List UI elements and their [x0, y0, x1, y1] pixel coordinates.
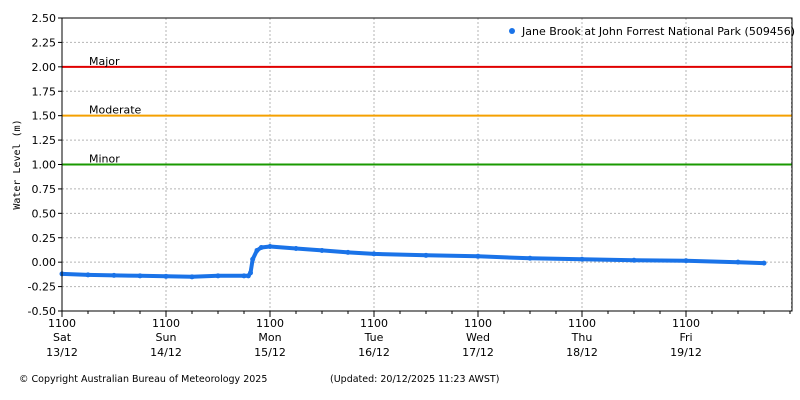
data-point — [248, 270, 253, 276]
data-point — [631, 257, 637, 263]
data-point — [579, 256, 585, 262]
series-group — [59, 244, 767, 280]
data-point — [683, 258, 689, 264]
data-point — [319, 247, 325, 253]
y-tick-label: 1.00 — [32, 159, 57, 172]
x-tick-date: 13/12 — [46, 346, 78, 359]
y-tick-label: 2.50 — [32, 12, 57, 25]
x-tick-day: Wed — [466, 331, 490, 344]
data-point — [215, 273, 221, 279]
data-point — [761, 260, 767, 266]
x-tick-date: 14/12 — [150, 346, 182, 359]
y-tick-label: 0.75 — [32, 183, 57, 196]
data-point — [475, 253, 481, 259]
data-point — [735, 259, 741, 265]
y-tick-label: 2.00 — [32, 61, 57, 74]
data-point — [371, 251, 377, 257]
legend-series-label: Jane Brook at John Forrest National Park… — [521, 25, 795, 38]
x-tick-day: Thu — [571, 331, 593, 344]
data-point — [250, 256, 256, 262]
y-tick-label: -0.50 — [28, 305, 56, 318]
x-tick-date: 15/12 — [254, 346, 286, 359]
data-point — [241, 273, 247, 279]
flood-level-lines: Major Moderate Minor — [62, 55, 792, 166]
data-point — [254, 247, 260, 253]
data-point — [293, 245, 299, 251]
x-tick-date: 19/12 — [670, 346, 702, 359]
x-tick-day: Tue — [364, 331, 384, 344]
series-line — [60, 244, 766, 279]
y-axis: 2.50 2.25 2.00 1.75 1.50 1.25 1.00 0.75 0.50 0.25… — [28, 12, 62, 318]
data-point — [258, 245, 264, 251]
water-level-chart: Major Moderate Minor 2.50 2.25 2.00 1.75 1.50 1… — [12, 12, 795, 359]
y-tick-label: 1.50 — [32, 110, 57, 123]
y-tick-label: -0.25 — [28, 281, 56, 294]
y-tick-label: 1.25 — [32, 134, 57, 147]
x-tick-date: 16/12 — [358, 346, 390, 359]
flood-level-label-moderate: Moderate — [89, 104, 142, 117]
updated-timestamp: (Updated: 20/12/2025 11:23 AWST) — [330, 374, 500, 385]
x-tick-date: 17/12 — [462, 346, 494, 359]
y-tick-label: 0.00 — [32, 256, 57, 269]
x-tick-time: 1100 — [464, 317, 492, 330]
x-tick-time: 1100 — [256, 317, 284, 330]
data-point — [267, 244, 273, 250]
flood-level-label-major: Major — [89, 55, 120, 68]
x-tick-time: 1100 — [360, 317, 388, 330]
x-tick-time: 1100 — [48, 317, 76, 330]
data-point — [163, 273, 169, 279]
y-axis-label: Water Level (m) — [12, 119, 23, 209]
data-point — [137, 273, 143, 279]
data-point — [189, 274, 195, 280]
data-point — [85, 272, 91, 278]
x-axis: 1100Sat13/121100Sun14/121100Mon15/121100… — [46, 311, 791, 359]
y-tick-label: 2.25 — [32, 36, 57, 49]
x-tick-time: 1100 — [152, 317, 180, 330]
y-tick-label: 0.25 — [32, 232, 57, 245]
x-tick-date: 18/12 — [566, 346, 598, 359]
y-tick-label: 1.75 — [32, 85, 57, 98]
x-tick-day: Sat — [53, 331, 72, 344]
x-tick-day: Sun — [156, 331, 177, 344]
x-tick-day: Mon — [258, 331, 281, 344]
copyright-footer: © Copyright Australian Bureau of Meteoro… — [19, 374, 268, 385]
legend-marker — [509, 28, 515, 34]
flood-level-label-minor: Minor — [89, 153, 120, 166]
data-point — [111, 272, 117, 278]
x-tick-time: 1100 — [568, 317, 596, 330]
data-point — [345, 249, 351, 255]
y-tick-label: 0.50 — [32, 207, 57, 220]
x-tick-time: 1100 — [672, 317, 700, 330]
data-point — [423, 252, 429, 258]
x-tick-day: Fri — [679, 331, 692, 344]
legend: Jane Brook at John Forrest National Park… — [509, 25, 795, 38]
data-point — [527, 255, 533, 261]
